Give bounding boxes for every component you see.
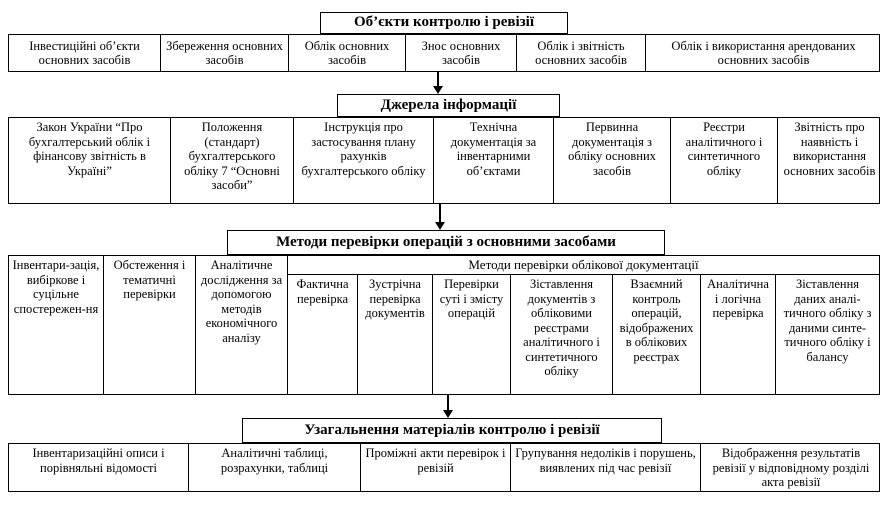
documentation-methods-subrow: Фактична перевірка Зустрічна перевірка д… bbox=[288, 275, 879, 394]
methods-cell: Обстеження і тематичні перевірки bbox=[104, 256, 196, 394]
sources-cell: Реєстри аналітичного і синтетичного облі… bbox=[671, 118, 778, 203]
generalization-cell: Групування недоліків і порушень, виявлен… bbox=[511, 444, 701, 491]
generalization-row: Інвентаризаційні описи і порівняльні від… bbox=[8, 443, 880, 492]
sources-cell: Первинна документація з обліку основних … bbox=[554, 118, 671, 203]
objects-cell: Облік і використання арендованих основни… bbox=[671, 38, 856, 68]
doc-method-cell: Аналітична і логічна перевірка bbox=[701, 275, 776, 394]
sources-cell: Положення (стандарт) бухгалтерського обл… bbox=[171, 118, 294, 203]
section-title-objects: Об’єкти контролю і ревізії bbox=[320, 12, 568, 34]
methods-cell: Інвентари-зація, вибіркове і суцільне сп… bbox=[9, 256, 104, 394]
sources-cell: Закон України “Про бухгалтерський облік … bbox=[9, 118, 171, 203]
objects-row: Інвестиційні об’єкти основних засобів Зб… bbox=[8, 34, 880, 72]
down-arrow-icon bbox=[433, 72, 443, 94]
doc-method-cell: Зустрічна перевірка документів bbox=[358, 275, 433, 394]
sources-cell: Звітність про наявність і використання о… bbox=[783, 120, 876, 178]
generalization-cell: Проміжні акти перевірок і ревізій bbox=[361, 444, 511, 491]
methods-cell: Аналітичне дослідження за допомогою мето… bbox=[196, 256, 288, 394]
objects-cell: Облік і звітність основних засобів bbox=[517, 35, 646, 71]
documentation-methods-subtable: Методи перевірки облікової документації … bbox=[288, 256, 879, 394]
sources-cell: Технічна документація за інвентарними об… bbox=[434, 118, 554, 203]
methods-row: Інвентари-зація, вибіркове і суцільне сп… bbox=[8, 255, 880, 395]
doc-method-cell: Зіставлення даних аналі-тичного обліку з… bbox=[783, 277, 872, 364]
doc-method-cell: Зіставлення документів з обліковими реєс… bbox=[511, 275, 613, 394]
down-arrow-icon bbox=[443, 395, 453, 418]
generalization-cell: Інвентаризаційні описи і порівняльні від… bbox=[9, 444, 189, 491]
generalization-cell: Аналітичні таблиці, розрахунки, таблиці bbox=[189, 444, 361, 491]
objects-cell: Збереження основних засобів bbox=[161, 35, 289, 71]
section-title-methods: Методи перевірки операцій з основними за… bbox=[227, 230, 665, 255]
down-arrow-icon bbox=[435, 204, 445, 230]
section-title-generalization: Узагальнення матеріалів контролю і ревіз… bbox=[242, 418, 662, 443]
doc-method-cell: Взаємний контроль операцій, відображених… bbox=[613, 275, 701, 394]
objects-cell: Облік основних засобів bbox=[289, 35, 406, 71]
doc-method-cell: Перевірки суті і змісту операцій bbox=[433, 275, 511, 394]
generalization-cell: Відображення результатів ревізії у відпо… bbox=[712, 446, 870, 489]
doc-method-cell: Фактична перевірка bbox=[288, 275, 358, 394]
documentation-methods-subtitle: Методи перевірки облікової документації bbox=[288, 256, 879, 275]
objects-cell: Інвестиційні об’єкти основних засобів bbox=[9, 35, 161, 71]
section-title-sources: Джерела інформації bbox=[337, 94, 560, 117]
sources-row: Закон України “Про бухгалтерський облік … bbox=[8, 117, 880, 204]
sources-cell: Інструкція про застосування плану рахунк… bbox=[294, 118, 434, 203]
objects-cell: Знос основних засобів bbox=[406, 35, 517, 71]
